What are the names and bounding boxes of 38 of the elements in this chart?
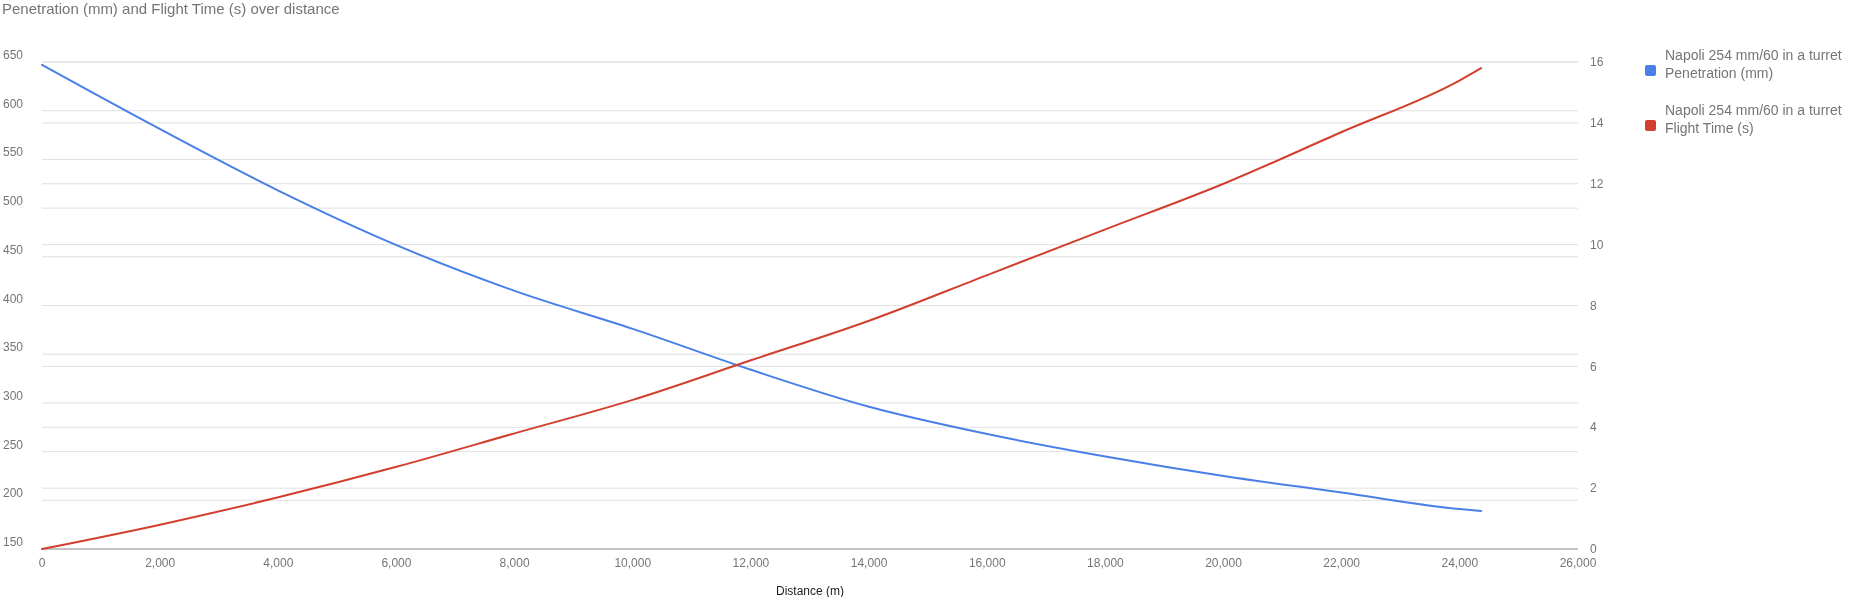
legend-label: Napoli 254 mm/60 in a turret Flight Time (s)	[1665, 102, 1842, 136]
x-tick-label: 8,000	[499, 556, 530, 570]
y-tick-label: 550	[3, 145, 24, 160]
y-tick-label: 450	[3, 242, 24, 257]
y2-tick-label: 10	[1590, 237, 1604, 252]
x-tick-label: 6,000	[381, 556, 412, 570]
y2-tick-label: 2	[1590, 481, 1597, 496]
x-tick-label: 20,000	[1205, 556, 1243, 570]
x-tick-label: 18,000	[1087, 556, 1125, 570]
y2-tick-label: 12	[1590, 176, 1604, 191]
y-tick-label: 650	[3, 48, 24, 62]
y2-tick-label: 8	[1590, 298, 1597, 313]
y-tick-label: 150	[3, 535, 24, 549]
y-tick-label: 250	[3, 437, 24, 452]
y2-tick-label: 6	[1590, 359, 1597, 374]
y-tick-label: 500	[3, 194, 24, 209]
y2-tick-label: 14	[1590, 116, 1604, 131]
y2-tick-label: 0	[1590, 542, 1597, 557]
x-tick-label: 4,000	[263, 556, 294, 570]
x-tick-label: 24,000	[1441, 556, 1479, 570]
y-tick-label: 600	[3, 96, 24, 111]
x-tick-label: 16,000	[968, 556, 1006, 570]
y-tick-label: 400	[3, 291, 24, 306]
x-tick-label: 14,000	[850, 556, 888, 570]
legend-label: Napoli 254 mm/60 in a turret Penetration (mm)	[1665, 47, 1842, 81]
x-tick-label: 12,000	[732, 556, 770, 570]
y-tick-label: 200	[3, 486, 24, 501]
x-axis-title: Distance (m)	[775, 584, 845, 597]
y2-tick-label: 16	[1590, 55, 1604, 70]
x-tick-label: 26,000	[1559, 556, 1597, 570]
x-tick-label: 2,000	[145, 556, 176, 570]
chart-title: Penetration (mm) and Flight Time (s) over distance	[2, 0, 340, 17]
y-tick-label: 300	[3, 388, 24, 403]
x-tick-label: 22,000	[1323, 556, 1361, 570]
y2-tick-label: 4	[1590, 420, 1597, 435]
x-tick-label: 0	[38, 556, 46, 570]
y-tick-label: 350	[3, 340, 24, 355]
x-tick-label: 10,000	[614, 556, 652, 570]
